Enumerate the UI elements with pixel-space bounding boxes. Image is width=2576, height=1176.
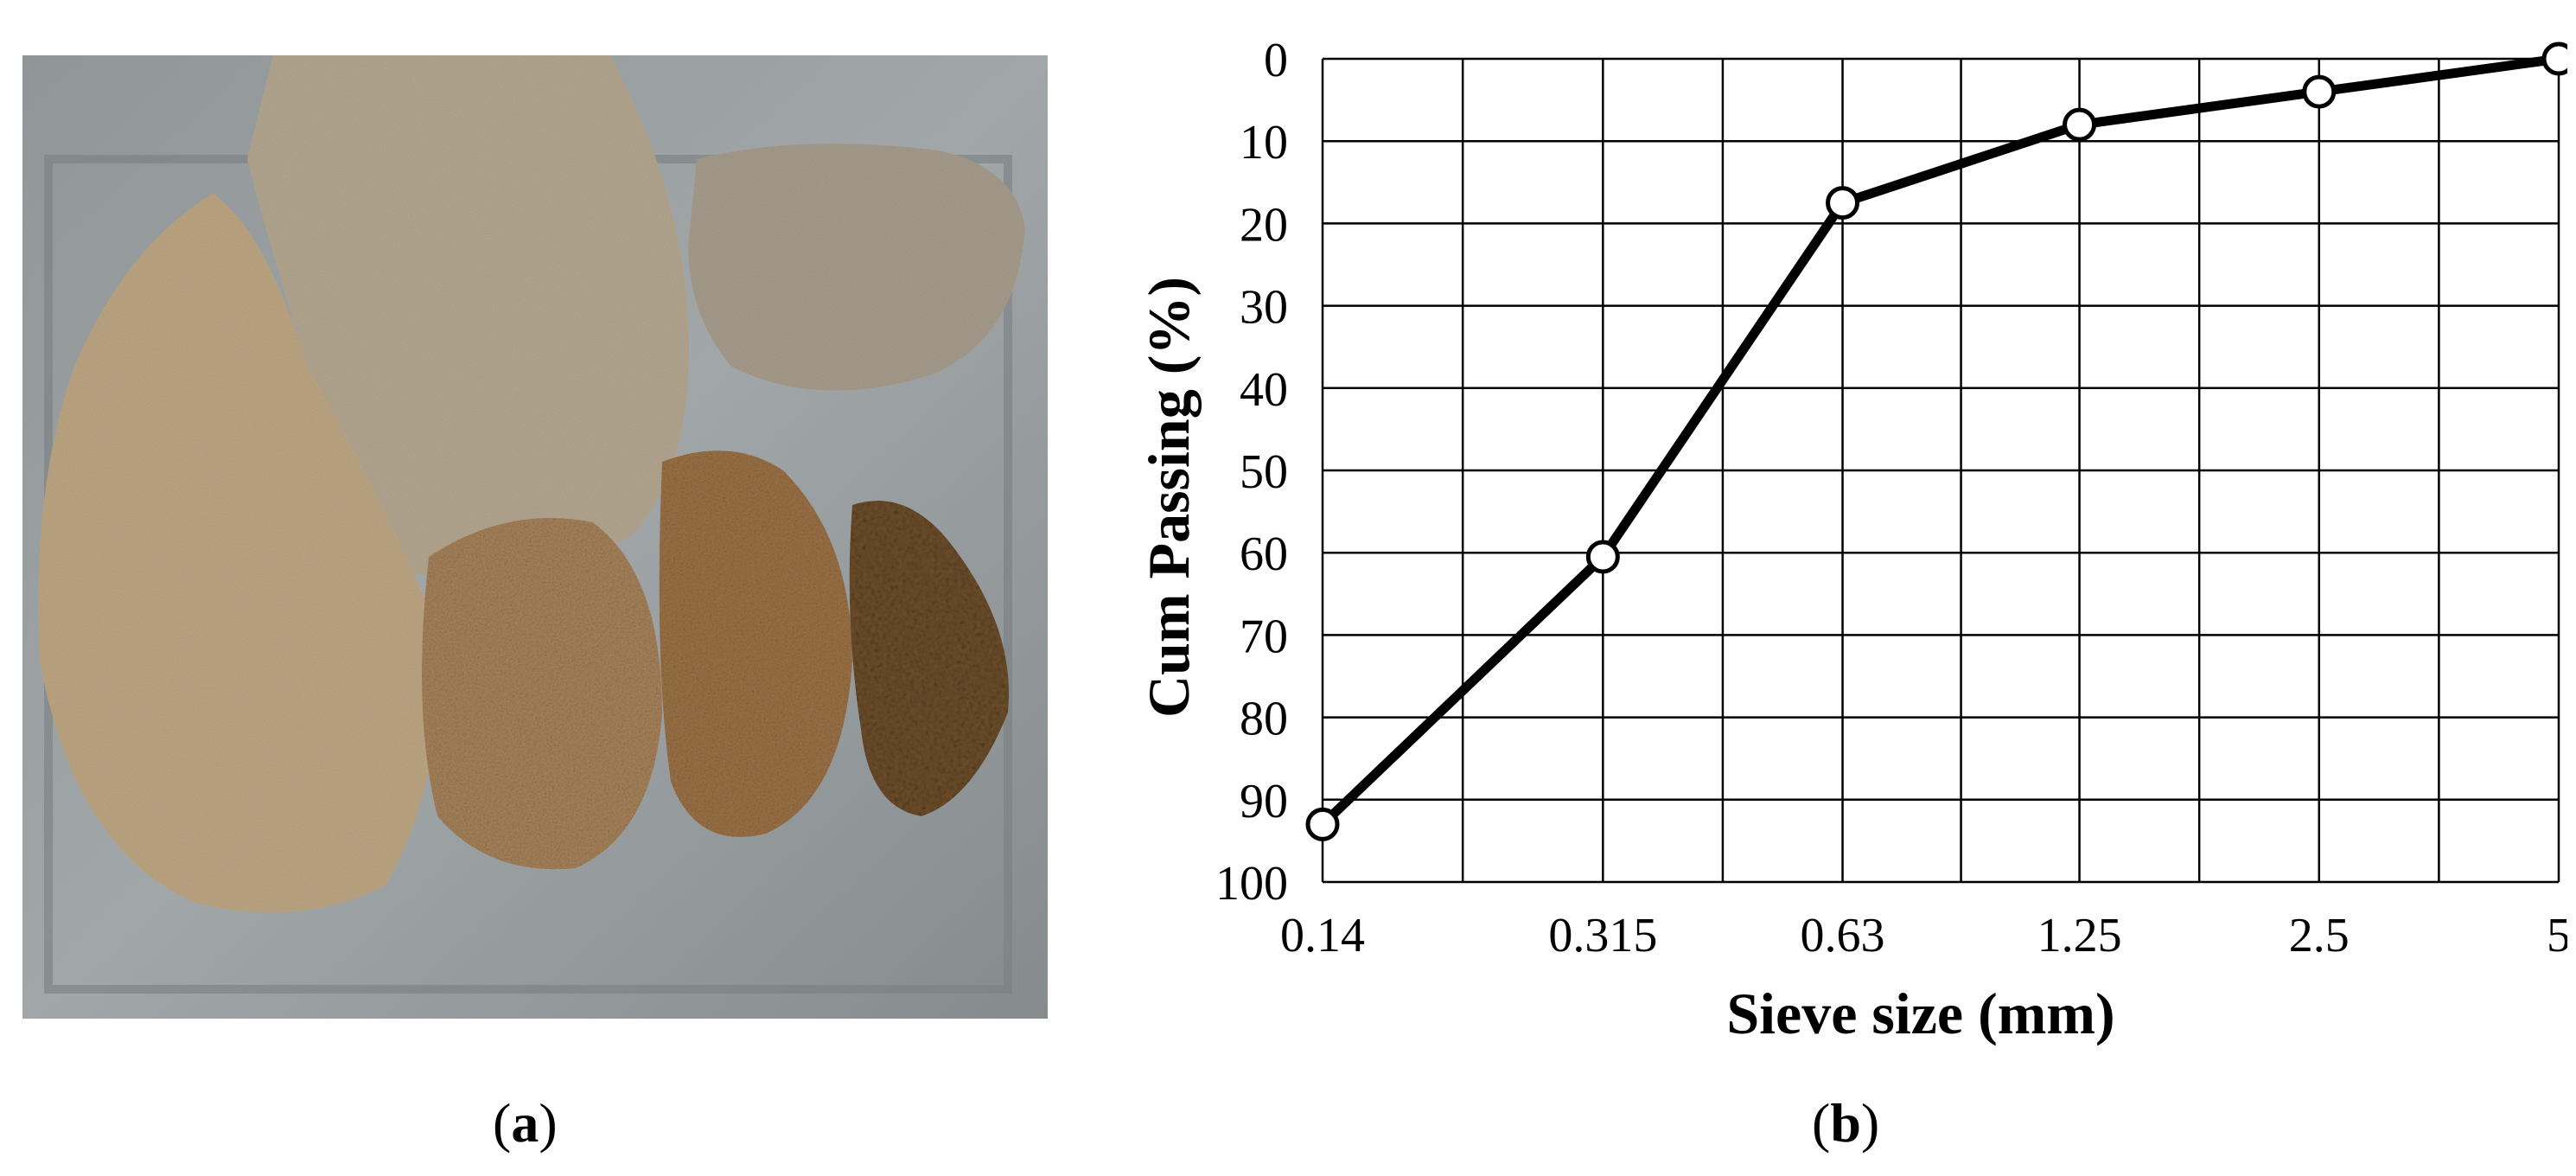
panel-b-label: b (1830, 1092, 1861, 1154)
fine-sand-pile (247, 55, 690, 576)
coarse-sand-pile (422, 518, 662, 870)
y-tick-label: 50 (1240, 445, 1288, 499)
y-axis-label: Cum Passing (%) (1136, 277, 1202, 718)
panel-a-label: a (511, 1092, 539, 1154)
y-tick-label: 40 (1240, 363, 1288, 417)
photo-illustration (22, 55, 1048, 1019)
chart-grid (1321, 57, 2560, 884)
data-point (2063, 107, 2097, 142)
x-tick-label: 2.5 (2289, 909, 2350, 962)
y-tick-label: 10 (1240, 116, 1288, 169)
y-tick-label: 20 (1240, 198, 1288, 252)
data-point (1826, 186, 1860, 220)
panel-b-caption: (b) (1812, 1092, 1880, 1154)
x-tick-label: 1.25 (2037, 909, 2122, 962)
y-tick-label: 30 (1240, 281, 1288, 335)
x-tick-label: 5 (2547, 909, 2567, 962)
series-layer (1305, 42, 2576, 841)
y-tick-label: 60 (1240, 527, 1288, 581)
very-coarse-sand-pile (659, 451, 852, 837)
panel-a-caption: (a) (493, 1092, 558, 1154)
series-line (1319, 54, 2560, 828)
x-tick-label: 0.315 (1548, 909, 1657, 962)
y-tick-label: 70 (1240, 610, 1288, 663)
x-tick-labels: 0.14 0.315 0.63 1.25 2.5 5 (1280, 909, 2571, 962)
x-axis-label: Sieve size (mm) (1726, 981, 2114, 1046)
medium-sand-pile (38, 194, 437, 913)
fine-gravel-pile (849, 501, 1010, 816)
silt-pile (688, 144, 1025, 391)
grading-curve-chart: 0 10 20 30 40 50 60 70 80 90 100 0.14 0.315 0.63 1.25… (1115, 17, 2576, 1072)
data-point (2541, 42, 2576, 76)
y-tick-label: 90 (1240, 775, 1288, 828)
data-point (1305, 807, 1340, 841)
y-tick-labels: 0 10 20 30 40 50 60 70 80 90 100 (1215, 34, 1288, 911)
data-point (2302, 74, 2337, 109)
x-tick-label: 0.14 (1280, 909, 1365, 962)
sand-fractions-photo (22, 55, 1048, 1019)
y-tick-label: 80 (1240, 693, 1288, 746)
chart-svg: 0 10 20 30 40 50 60 70 80 90 100 0.14 0.315 0.63 1.25… (1136, 34, 2576, 1046)
y-tick-label: 0 (1264, 34, 1288, 87)
x-tick-label: 0.63 (1801, 909, 1885, 962)
data-point (1585, 540, 1620, 574)
y-tick-label: 100 (1215, 857, 1288, 911)
